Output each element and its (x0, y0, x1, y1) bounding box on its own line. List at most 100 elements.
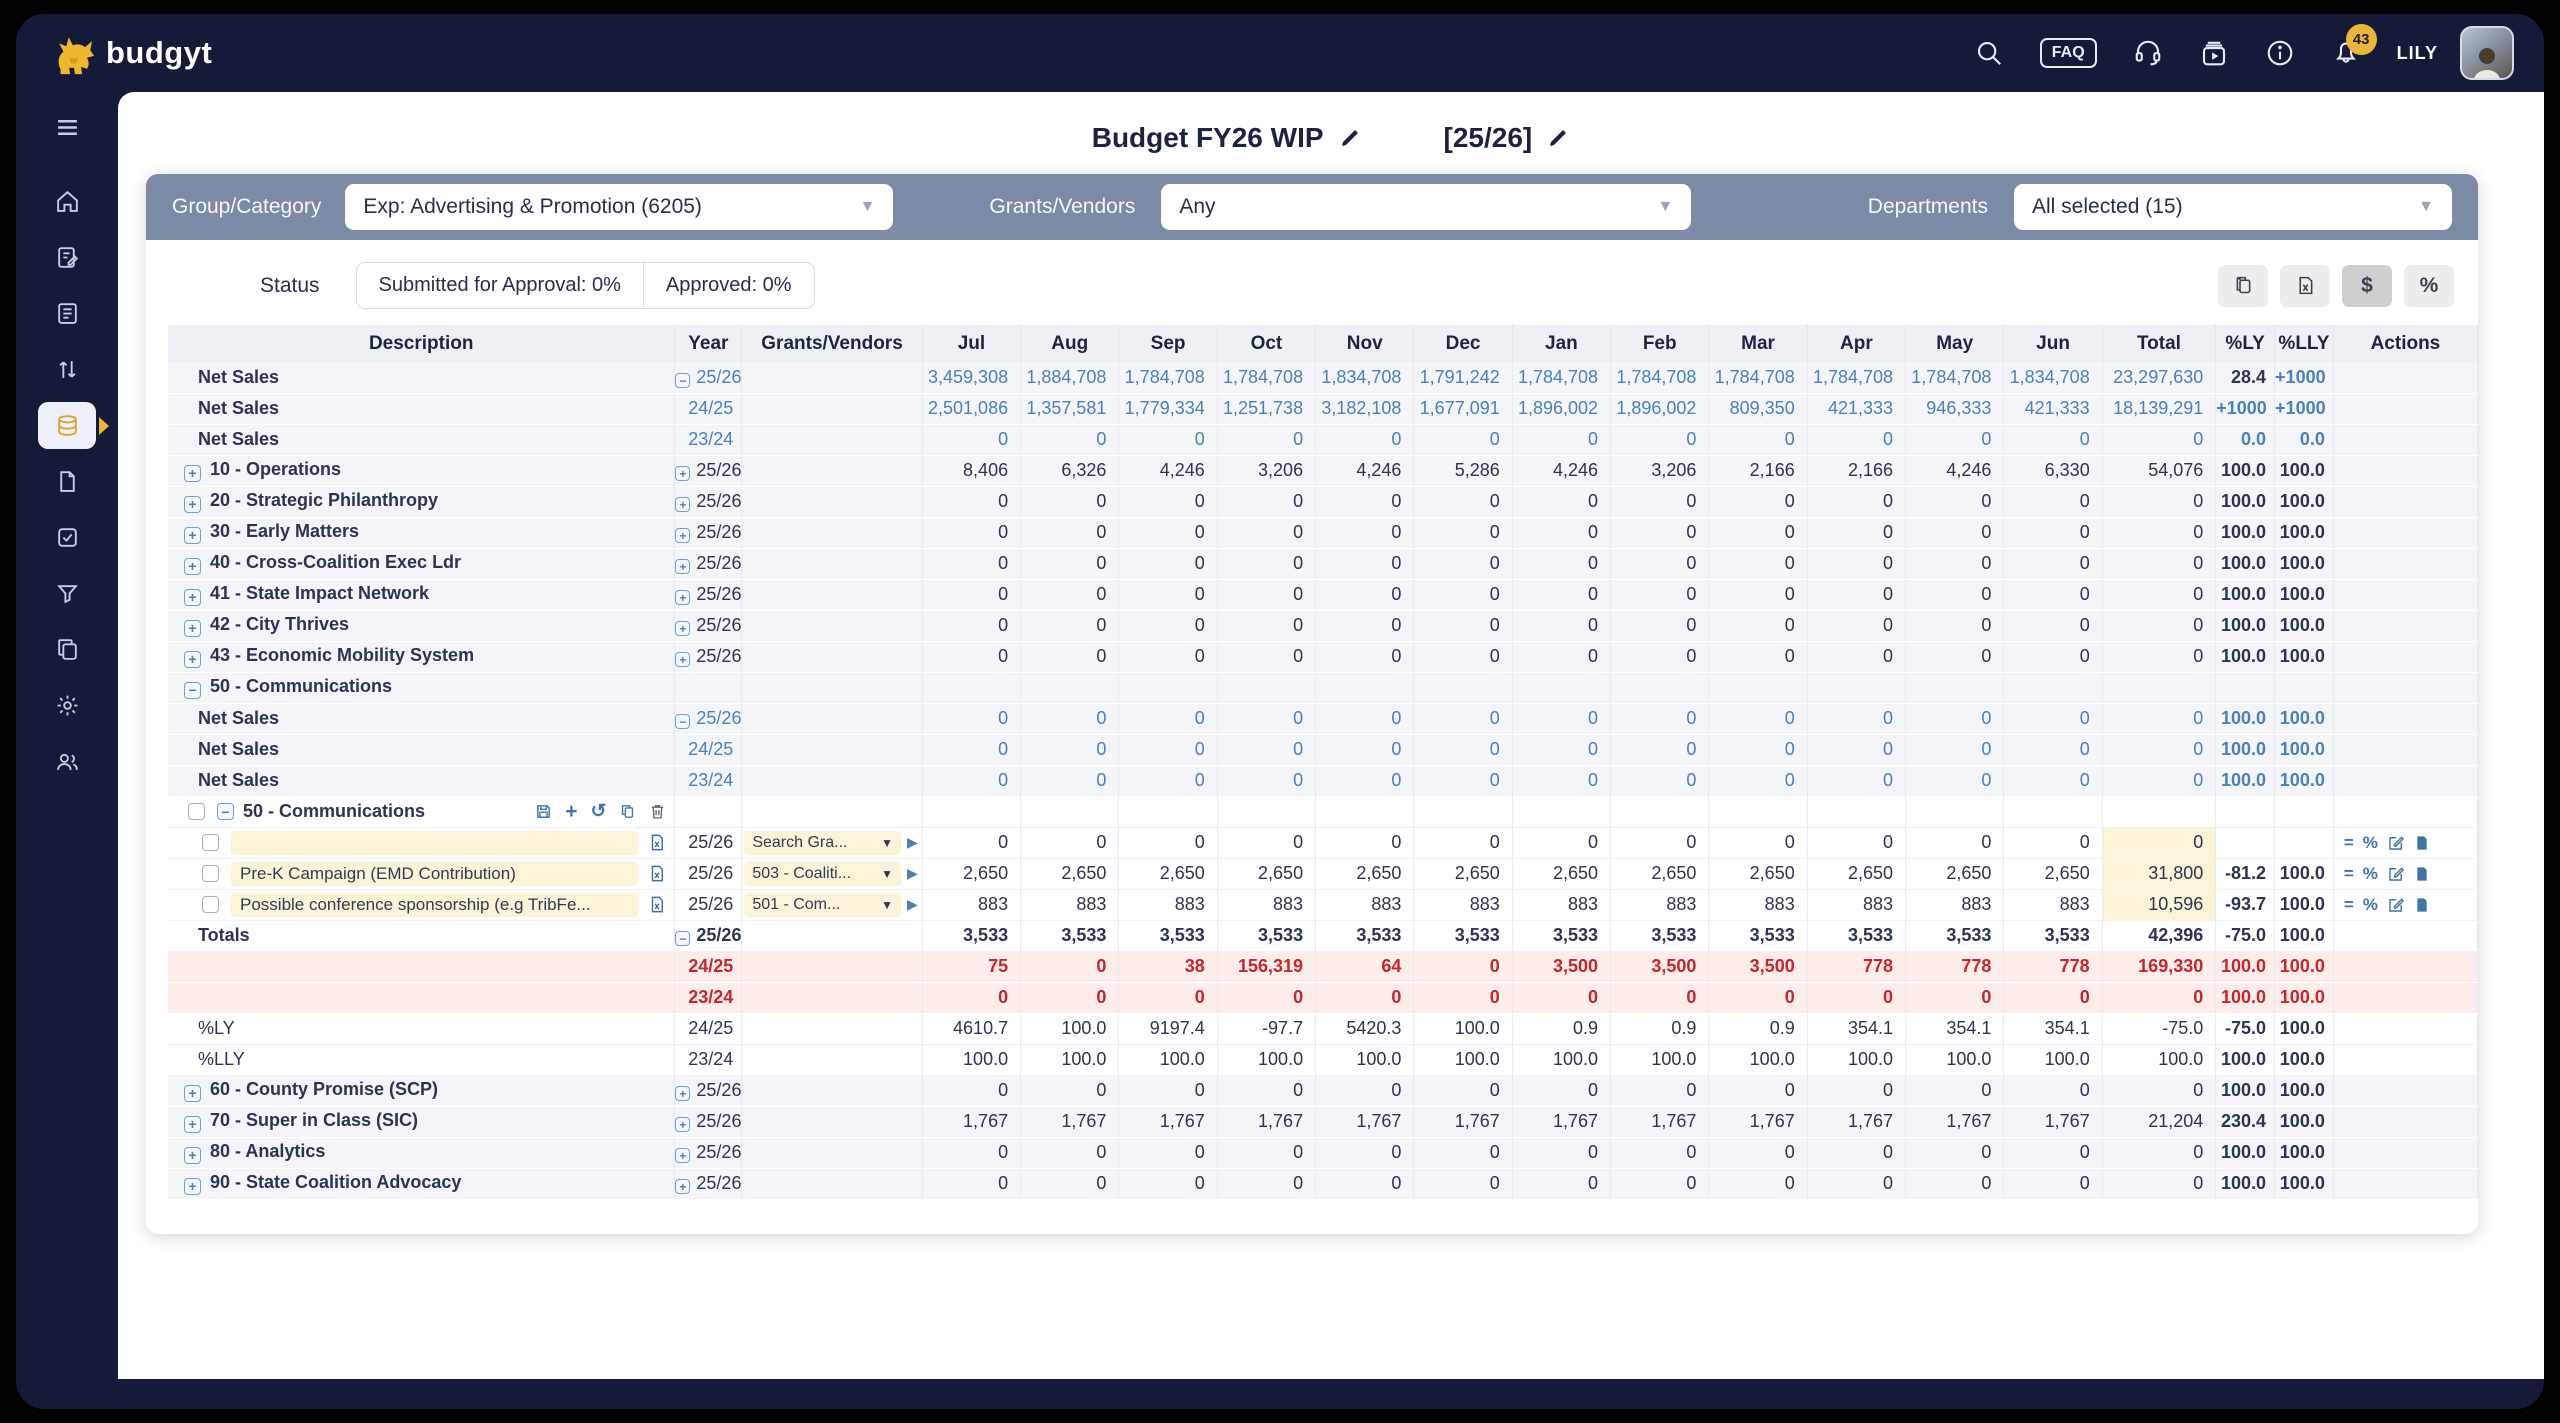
month-value-cell[interactable]: 0 (1807, 827, 1907, 859)
expand-grants-icon[interactable]: ▶ (906, 896, 918, 912)
month-value-cell[interactable]: 2,650 (1512, 858, 1612, 890)
month-value-cell[interactable]: 2,650 (1118, 858, 1218, 890)
percent-action-icon[interactable]: % (2362, 894, 2378, 914)
expand-icon[interactable]: + (675, 1148, 691, 1164)
month-value-cell[interactable]: 883 (2003, 889, 2103, 921)
month-value-cell[interactable]: 2,650 (922, 858, 1022, 890)
month-value-cell[interactable]: 883 (1512, 889, 1612, 921)
month-value-cell[interactable]: 0 (2003, 827, 2103, 859)
formula-action-icon[interactable]: = (2343, 894, 2354, 914)
month-value-cell[interactable]: 883 (1315, 889, 1415, 921)
month-value-cell[interactable]: 2,650 (1413, 858, 1513, 890)
save-icon[interactable] (535, 803, 552, 820)
expand-icon[interactable]: + (675, 466, 691, 482)
month-value-cell[interactable]: 2,650 (1905, 858, 2005, 890)
collapse-icon[interactable]: − (675, 931, 691, 947)
month-value-cell[interactable]: 883 (1217, 889, 1317, 921)
transfer-arrows-icon[interactable] (38, 346, 96, 393)
expand-icon[interactable]: + (184, 495, 201, 513)
info-icon[interactable] (2265, 38, 2295, 68)
search-icon[interactable] (1974, 38, 2004, 68)
month-value-cell[interactable]: 883 (1905, 889, 2005, 921)
month-value-cell[interactable]: 883 (1610, 889, 1710, 921)
excel-export-button[interactable] (2280, 264, 2330, 307)
month-value-cell[interactable]: 0 (922, 827, 1022, 859)
undo-icon[interactable]: ↺ (590, 801, 607, 822)
month-value-cell[interactable]: 2,650 (1020, 858, 1120, 890)
collapse-icon[interactable]: − (675, 714, 691, 730)
home-icon[interactable] (38, 178, 96, 225)
expand-icon[interactable]: + (675, 528, 691, 544)
filter-icon[interactable] (38, 570, 96, 617)
row-checkbox[interactable] (202, 865, 219, 882)
edit-icon[interactable] (2387, 896, 2405, 914)
expand-icon[interactable]: + (675, 1117, 691, 1133)
month-value-cell[interactable]: 883 (1807, 889, 1907, 921)
month-value-cell[interactable]: 0 (1610, 827, 1710, 859)
edit-budget-name-icon[interactable] (1338, 126, 1362, 150)
expand-icon[interactable]: + (675, 652, 691, 668)
expand-icon[interactable]: + (184, 1177, 201, 1195)
expand-icon[interactable]: + (184, 464, 201, 482)
month-value-cell[interactable]: 2,650 (2003, 858, 2103, 890)
expand-icon[interactable]: + (184, 588, 201, 606)
doc-icon[interactable] (2414, 865, 2430, 883)
description-input[interactable]: Possible conference sponsorship (e.g Tri… (231, 892, 639, 917)
month-value-cell[interactable]: 883 (1020, 889, 1120, 921)
brand-logo[interactable]: budgyt (50, 30, 212, 76)
paste-icon[interactable] (619, 803, 636, 820)
grants-dropdown[interactable]: 501 - Com... ▼ (744, 892, 901, 917)
approvals-check-icon[interactable] (38, 514, 96, 561)
expand-icon[interactable]: + (675, 497, 691, 513)
menu-icon[interactable] (38, 104, 96, 151)
expand-icon[interactable]: + (184, 557, 201, 575)
collapse-icon[interactable]: − (184, 681, 201, 699)
notifications-button[interactable]: 43 (2331, 23, 2377, 71)
percent-view-button[interactable]: % (2404, 264, 2454, 307)
departments-dropdown[interactable]: All selected (15) ▼ (2014, 184, 2452, 230)
expand-icon[interactable]: + (184, 619, 201, 637)
expand-grants-icon[interactable]: ▶ (906, 834, 918, 850)
description-input[interactable] (231, 830, 639, 855)
month-value-cell[interactable]: 0 (1905, 827, 2005, 859)
support-headset-icon[interactable] (2133, 38, 2163, 68)
month-value-cell[interactable]: 2,650 (1807, 858, 1907, 890)
formula-action-icon[interactable]: = (2343, 863, 2354, 883)
description-input[interactable]: Pre-K Campaign (EMD Contribution) (231, 861, 639, 886)
month-value-cell[interactable]: 0 (1118, 827, 1218, 859)
add-line-icon[interactable]: + (565, 800, 578, 823)
month-value-cell[interactable]: 883 (1413, 889, 1513, 921)
expand-icon[interactable]: + (675, 590, 691, 606)
month-value-cell[interactable]: 2,650 (1217, 858, 1317, 890)
form-edit-icon[interactable] (38, 234, 96, 281)
month-value-cell[interactable]: 883 (922, 889, 1022, 921)
settings-gear-icon[interactable] (38, 682, 96, 729)
formula-action-icon[interactable]: = (2343, 832, 2354, 852)
month-value-cell[interactable]: 0 (1020, 827, 1120, 859)
month-value-cell[interactable]: 2,650 (1315, 858, 1415, 890)
month-value-cell[interactable]: 2,650 (1610, 858, 1710, 890)
expand-icon[interactable]: + (184, 526, 201, 544)
dollar-view-button[interactable]: $ (2342, 264, 2392, 307)
faq-button[interactable]: FAQ (2039, 38, 2097, 68)
month-value-cell[interactable]: 0 (1217, 827, 1317, 859)
collapse-icon[interactable]: − (217, 803, 234, 820)
copy-docs-icon[interactable] (38, 626, 96, 673)
video-tutorial-icon[interactable] (2199, 38, 2229, 68)
file-icon[interactable] (38, 458, 96, 505)
expand-icon[interactable]: + (184, 1084, 201, 1102)
collapse-icon[interactable]: − (675, 373, 691, 388)
expand-icon[interactable]: + (184, 1115, 201, 1133)
month-value-cell[interactable]: 0 (1512, 827, 1612, 859)
month-value-cell[interactable]: 2,650 (1708, 858, 1808, 890)
grants-dropdown[interactable]: Search Gra... ▼ (744, 830, 901, 855)
edit-icon[interactable] (2387, 834, 2405, 852)
excel-doc-icon[interactable] (648, 833, 666, 852)
expand-icon[interactable]: + (184, 1146, 201, 1164)
month-value-cell[interactable]: 883 (1118, 889, 1218, 921)
group-checkbox[interactable] (188, 803, 205, 820)
expand-icon[interactable]: + (675, 559, 691, 575)
edit-icon[interactable] (2387, 865, 2405, 883)
user-avatar[interactable] (2460, 26, 2514, 80)
copy-view-button[interactable] (2218, 264, 2268, 307)
